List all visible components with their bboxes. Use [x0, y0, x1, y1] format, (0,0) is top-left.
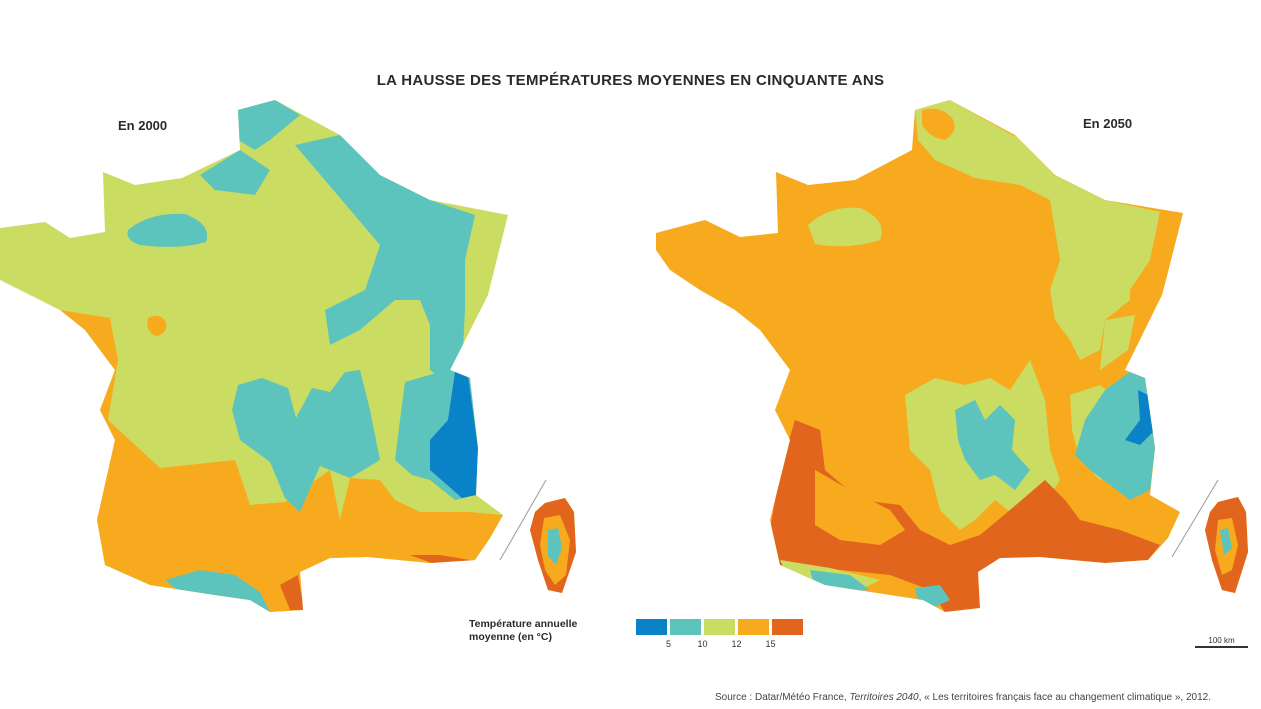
legend-swatch-1: [670, 619, 701, 635]
legend-swatch-4: [772, 619, 803, 635]
map-label-2000: En 2000: [118, 118, 168, 133]
source-suffix: , « Les territoires français face au cha…: [918, 692, 1211, 703]
legend-tick-3: 15: [765, 639, 776, 649]
source-prefix: Source : Datar/Météo France,: [714, 692, 850, 703]
scale-label: 100 km: [1208, 636, 1235, 645]
map-title: LA HAUSSE DES TEMPÉRATURES MOYENNES EN C…: [376, 72, 885, 89]
source-note: Source : Datar/Météo France, Territoires…: [715, 692, 1211, 703]
legend-swatch-3: [738, 619, 769, 635]
scale-bar: 100 km: [1195, 636, 1248, 648]
source-italic: Territoires 2040: [849, 692, 919, 703]
legend-tick-1: 10: [697, 639, 708, 649]
legend-tick-2: 12: [731, 639, 742, 649]
legend-tick-0: 5: [665, 639, 672, 649]
legend-swatch-0: [636, 619, 667, 635]
legend-swatch-2: [704, 619, 735, 635]
map-label-2050: En 2050: [1083, 116, 1133, 131]
legend-title: Température annuelle moyenne (en °C): [469, 618, 578, 643]
scale-line: [1195, 646, 1248, 648]
